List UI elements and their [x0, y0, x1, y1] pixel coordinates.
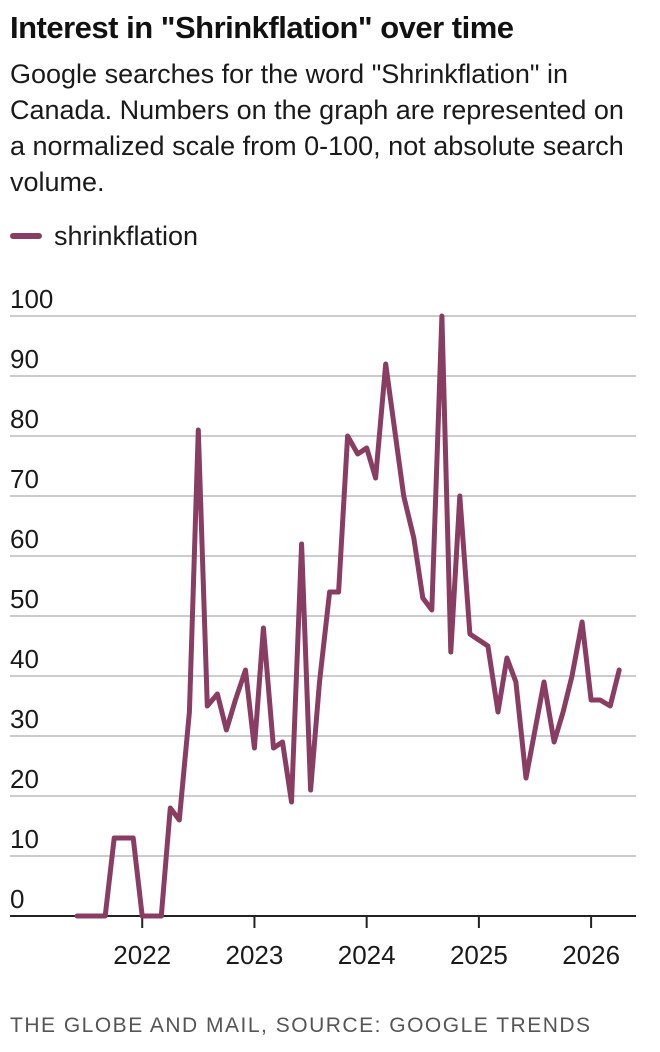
series-line-shrinkflation [74, 313, 622, 919]
y-tick-label: 0 [10, 884, 24, 914]
legend: shrinkflation [10, 218, 198, 254]
y-tick-label: 20 [10, 764, 39, 794]
y-tick-label: 90 [10, 344, 39, 374]
y-tick-label: 100 [10, 284, 53, 314]
y-tick-label: 10 [10, 824, 39, 854]
y-tick-label: 30 [10, 704, 39, 734]
y-tick-label: 40 [10, 644, 39, 674]
y-tick-label: 60 [10, 524, 39, 554]
legend-label: shrinkflation [54, 220, 199, 251]
y-tick-label: 50 [10, 584, 39, 614]
x-tick-label: 2025 [450, 940, 508, 970]
line-chart: 0 10 20 30 40 50 60 70 80 90 100 2022 2023 2024 2025 20… [10, 284, 636, 970]
chart-title: Interest in "Shrinkflation" over time [10, 10, 514, 45]
y-tick-label: 80 [10, 404, 39, 434]
x-tick-label: 2026 [562, 940, 620, 970]
x-tick-label: 2023 [226, 940, 284, 970]
y-tick-label: 70 [10, 464, 39, 494]
x-tick-label: 2022 [113, 940, 171, 970]
source-credit: THE GLOBE AND MAIL, SOURCE: GOOGLE TREND… [10, 1014, 592, 1037]
legend-swatch [10, 233, 42, 239]
x-tick-label: 2024 [338, 940, 396, 970]
chart-subtitle: Google searches for the word "Shrinkflat… [10, 59, 624, 197]
